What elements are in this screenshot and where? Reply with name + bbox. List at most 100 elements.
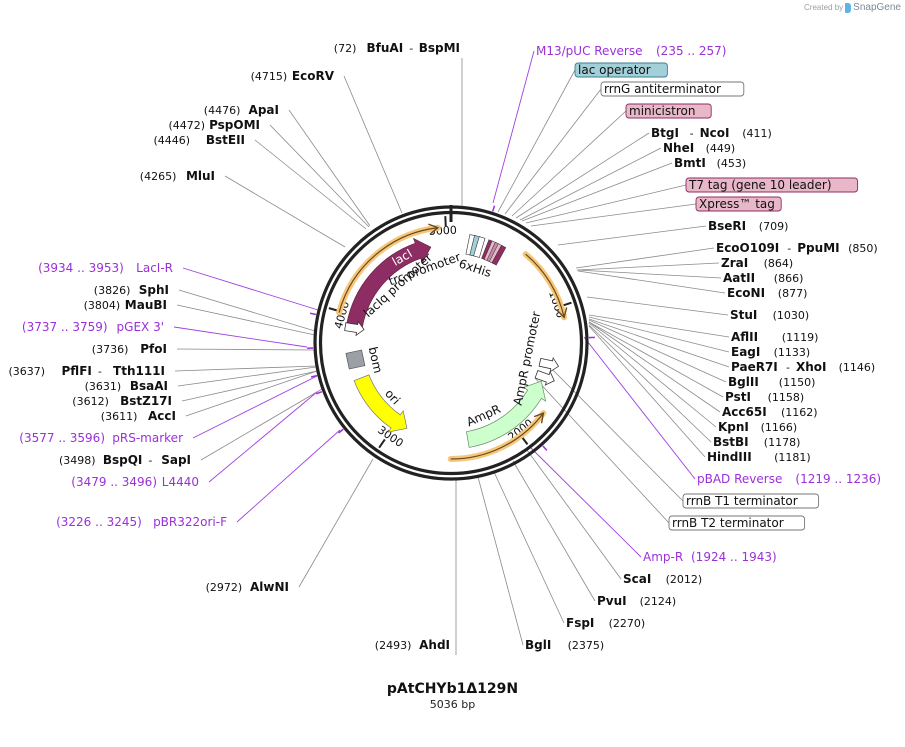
primer-label-laci-r[interactable]: LacI-R (3934 .. 3953) bbox=[38, 261, 173, 275]
leader-line bbox=[530, 203, 697, 227]
enzyme-label-hindiii[interactable]: HindIII (1181) bbox=[707, 450, 811, 464]
enzyme-label-bgli[interactable]: BglI (2375) bbox=[525, 638, 604, 652]
enzyme-name: HindIII bbox=[707, 450, 752, 464]
enzyme-label-aflii[interactable]: AflII (1119) bbox=[731, 330, 818, 344]
enzyme-label-nhei[interactable]: NheI (449) bbox=[663, 141, 735, 155]
enzyme-label-paer7i[interactable]: PaeR7I - XhoI (1146) bbox=[731, 360, 875, 374]
feature-ori[interactable] bbox=[353, 374, 408, 433]
enzyme-label-bfuai[interactable]: BfuAI BspMI- (72) bbox=[334, 41, 460, 55]
feature-cluster-trc[interactable] bbox=[465, 234, 507, 266]
feature-label-minicistron[interactable]: minicistron bbox=[625, 103, 712, 119]
leader-line bbox=[497, 69, 576, 213]
enzyme-label-acci[interactable]: AccI (3611) bbox=[101, 409, 176, 423]
credit-brand: SnapGene bbox=[853, 2, 901, 13]
enzyme-label-bsteii[interactable]: BstEII (4446) bbox=[153, 133, 245, 147]
enzyme-label-bstz17i[interactable]: BstZ17I (3612) bbox=[72, 394, 172, 408]
enzyme-label-eagi[interactable]: EagI (1133) bbox=[731, 345, 810, 359]
enzyme-position: (1133) bbox=[774, 346, 811, 359]
feature-label-rrnb-t1-terminator[interactable]: rrnB T1 terminator bbox=[682, 493, 820, 509]
enzyme-label-bglii[interactable]: BglII (1150) bbox=[728, 375, 815, 389]
enzyme-label-sphi[interactable]: SphI (3826) bbox=[94, 283, 169, 297]
leader-line bbox=[185, 370, 318, 417]
leader-line bbox=[288, 109, 371, 227]
enzyme-label-bsaai[interactable]: BsaAI (3631) bbox=[85, 379, 168, 393]
enzyme-name: AccI bbox=[148, 409, 176, 423]
leader-line bbox=[192, 374, 320, 439]
feature-label-box[interactable] bbox=[695, 196, 782, 212]
feature-label-rrng-antiterminator[interactable]: rrnG antiterminator bbox=[600, 81, 745, 97]
enzyme-label-aatii[interactable]: AatII (866) bbox=[723, 271, 803, 285]
feature-label-text: rrnB T1 terminator bbox=[686, 494, 798, 508]
enzyme-label-psti[interactable]: PstI (1158) bbox=[725, 390, 804, 404]
enzyme-label-pfoi[interactable]: PfoI (3736) bbox=[92, 342, 167, 356]
enzyme-label-ecoo109i[interactable]: EcoO109I - PpuMI (850) bbox=[716, 241, 878, 255]
enzyme-label-stui[interactable]: StuI (1030) bbox=[730, 308, 809, 322]
enzyme-label-bseri[interactable]: BseRI (709) bbox=[708, 219, 788, 233]
feature-label-box[interactable] bbox=[668, 515, 806, 531]
enzyme-label-fspi[interactable]: FspI (2270) bbox=[566, 616, 645, 630]
enzyme-position: (3736) bbox=[92, 343, 129, 356]
enzyme-position: (4446) bbox=[153, 134, 190, 147]
feature-label-box[interactable] bbox=[682, 493, 820, 509]
enzyme-label-alwni[interactable]: AlwNI (2972) bbox=[206, 580, 289, 594]
primer-mark bbox=[309, 312, 317, 316]
primer-name: pBR322ori-F bbox=[153, 515, 227, 529]
primer-label-prs-marker[interactable]: pRS-marker (3577 .. 3596) bbox=[19, 431, 183, 445]
feature-block-pink[interactable] bbox=[491, 244, 507, 266]
feature-lacI[interactable] bbox=[346, 237, 432, 328]
primer-label-pgex-3-[interactable]: pGEX 3' (3737 .. 3759) bbox=[22, 320, 164, 334]
enzyme-name: BstBI bbox=[713, 435, 749, 449]
feature-label-t7-tag-gene-10-leader-[interactable]: T7 tag (gene 10 leader) bbox=[685, 177, 859, 193]
enzyme-dash: - bbox=[98, 365, 102, 378]
enzyme-label-acc65i[interactable]: Acc65I (1162) bbox=[722, 405, 818, 419]
feature-AmpR[interactable] bbox=[466, 380, 547, 448]
enzyme-label-maubi[interactable]: MauBI (3804) bbox=[84, 298, 167, 312]
leader-line bbox=[254, 139, 367, 230]
enzyme-label-pvui[interactable]: PvuI (2124) bbox=[597, 594, 676, 608]
feature-label-box[interactable] bbox=[685, 177, 859, 193]
enzyme-position: (3611) bbox=[101, 410, 138, 423]
primer-label-m13-puc-reverse[interactable]: M13/pUC Reverse (235 .. 257) bbox=[536, 44, 726, 58]
primer-name: pGEX 3' bbox=[117, 320, 164, 334]
feature-label-box[interactable] bbox=[574, 62, 668, 78]
primer-range: (3479 .. 3496) bbox=[71, 475, 157, 489]
leader-line bbox=[176, 304, 316, 336]
feature-label-lac-operator[interactable]: lac operator bbox=[574, 62, 668, 78]
enzyme-position: (1162) bbox=[781, 406, 818, 419]
primer-label-pbad-reverse[interactable]: pBAD Reverse (1219 .. 1236) bbox=[697, 472, 881, 486]
enzyme-label-pflfi[interactable]: Tth111I-PflFI (3637) bbox=[9, 364, 165, 378]
primer-range: (3577 .. 3596) bbox=[19, 431, 105, 445]
enzyme-label-bmti[interactable]: BmtI (453) bbox=[674, 156, 746, 170]
enzyme-label-kpni[interactable]: KpnI (1166) bbox=[718, 420, 797, 434]
enzyme-label-econi[interactable]: EcoNI (877) bbox=[727, 286, 807, 300]
primer-label-pbr322ori-f[interactable]: pBR322ori-F (3226 .. 3245) bbox=[56, 515, 227, 529]
enzyme-label-ecorv[interactable]: EcoRV (4715) bbox=[251, 69, 335, 83]
primer-range: (1924 .. 1943) bbox=[691, 550, 777, 564]
enzyme-label-apai[interactable]: ApaI (4476) bbox=[204, 103, 279, 117]
leader-line bbox=[588, 325, 706, 458]
feature-label-xpress-tag[interactable]: Xpress™ tag bbox=[695, 196, 782, 212]
enzyme-label-btgi[interactable]: BtgI - NcoI (411) bbox=[651, 126, 772, 140]
leader-line bbox=[269, 124, 370, 228]
leader-line bbox=[575, 247, 715, 269]
enzyme-label-ahdi[interactable]: AhdI (2493) bbox=[375, 638, 450, 652]
primer-name: L4440 bbox=[162, 475, 199, 489]
primer-label-l4440[interactable]: L4440 (3479 .. 3496) bbox=[71, 475, 199, 489]
feature-label-box[interactable] bbox=[600, 81, 745, 97]
enzyme-label-zrai[interactable]: ZraI (864) bbox=[721, 256, 793, 270]
feature-AmpR-promoter[interactable] bbox=[538, 355, 560, 373]
enzyme-label-pspomi[interactable]: PspOMI (4472) bbox=[168, 118, 260, 132]
feature-lacIq-promoter[interactable] bbox=[344, 320, 365, 337]
primer-label-amp-r[interactable]: Amp-R (1924 .. 1943) bbox=[643, 550, 777, 564]
feature-label-rrnb-t2-terminator[interactable]: rrnB T2 terminator bbox=[668, 515, 806, 531]
feature-block[interactable] bbox=[473, 236, 486, 258]
feature-label-box[interactable] bbox=[625, 103, 712, 119]
enzyme-label-mlui[interactable]: MluI (4265) bbox=[140, 169, 215, 183]
enzyme-label-bspqi[interactable]: SapI-BspQI (3498) bbox=[59, 453, 191, 467]
enzyme-label-bstbi[interactable]: BstBI (1178) bbox=[713, 435, 800, 449]
feature-bom[interactable] bbox=[345, 349, 366, 370]
enzyme-label-scai[interactable]: ScaI (2012) bbox=[623, 572, 702, 586]
feature-AmpR-promoter-2[interactable] bbox=[534, 368, 557, 388]
primer-mark bbox=[315, 390, 323, 395]
